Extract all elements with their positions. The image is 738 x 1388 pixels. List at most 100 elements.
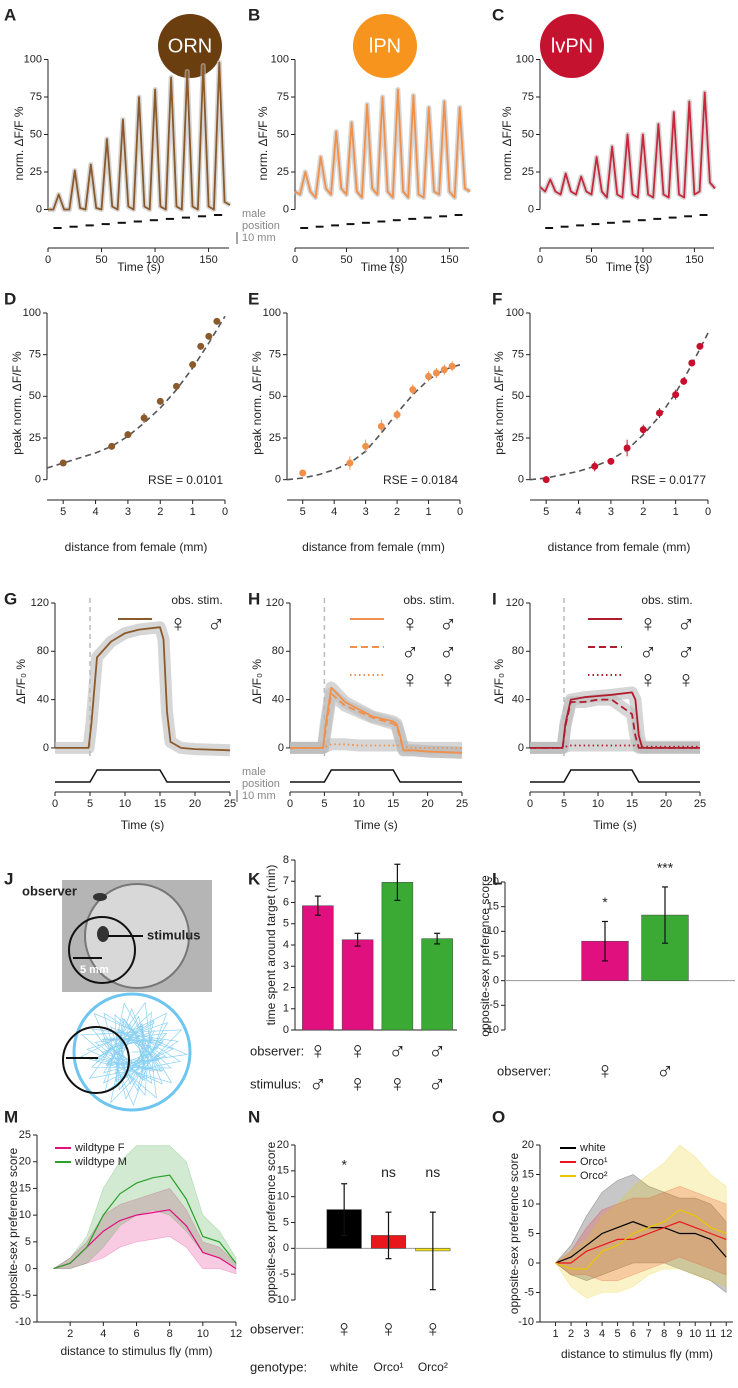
x-tick-label: 25	[224, 798, 236, 810]
fit-curve	[46, 315, 226, 469]
position-note: 10 mm	[242, 232, 276, 244]
row-symbol: ♂	[388, 1037, 406, 1064]
x-tick-label: 0	[52, 798, 58, 810]
legend-stimulus: ♀	[439, 666, 457, 693]
y-tick-label: 0	[518, 742, 524, 754]
x-axis-label: distance from female (mm)	[65, 540, 208, 554]
y-tick-label: 15	[277, 1165, 289, 1177]
x-tick-label: 4	[331, 506, 337, 518]
cell-badge	[540, 14, 604, 78]
trace	[48, 61, 231, 211]
y-tick-label: 100	[506, 307, 524, 319]
x-tick-label: 3	[363, 506, 369, 518]
panel-letter: A	[4, 5, 16, 24]
point	[448, 362, 456, 370]
legend-observer: ♂	[639, 638, 657, 665]
x-axis-label: distance from female (mm)	[548, 540, 691, 554]
y-tick-label: 25	[269, 432, 281, 444]
y-tick-label: 25	[512, 432, 524, 444]
y-tick-label: 2	[283, 981, 289, 993]
point	[205, 332, 213, 340]
y-tick-label: 10	[487, 925, 499, 937]
legend-observer: ♂	[401, 638, 419, 665]
y-tick-label: 0	[35, 474, 41, 486]
y-axis-label: opposite-sex preference score	[507, 1152, 521, 1314]
position-note: male	[242, 766, 266, 778]
y-tick-label: 3	[283, 960, 289, 972]
panel-letter: O	[492, 1107, 505, 1126]
y-tick-label: -5	[524, 1286, 534, 1298]
y-tick-label: 80	[512, 645, 524, 657]
row-label: observer:	[497, 1063, 551, 1078]
track-arena	[72, 992, 192, 1112]
y-tick-label: -10	[273, 1294, 289, 1306]
y-axis-label: time spent around target (min)	[264, 865, 278, 1026]
panel-letter: H	[248, 589, 260, 608]
y-tick-label: 5	[25, 1236, 31, 1248]
x-tick-label: 5	[543, 506, 549, 518]
cell-name: lvPN	[551, 35, 593, 57]
mean-line	[555, 1221, 727, 1264]
x-tick-label: 150	[685, 254, 703, 266]
y-tick-label: 50	[29, 390, 41, 402]
x-tick-label: 10	[689, 1328, 701, 1340]
x-tick-label: 50	[340, 254, 352, 266]
legend-label: white	[579, 1142, 606, 1154]
y-tick-label: 75	[522, 91, 534, 103]
point	[542, 476, 550, 484]
x-tick-label: 5	[60, 506, 66, 518]
fit-curve	[529, 332, 709, 481]
y-tick-label: 0	[283, 1242, 289, 1254]
fly-stimulus	[97, 926, 109, 942]
point	[607, 457, 615, 465]
bar	[381, 882, 414, 1031]
annotation: RSE = 0.0177	[631, 473, 706, 487]
bar	[341, 939, 374, 1031]
panel-letter: J	[4, 869, 13, 888]
point	[213, 317, 221, 325]
y-tick-label: -10	[518, 1316, 534, 1328]
y-tick-label: 10	[19, 1209, 31, 1221]
significance: ns	[381, 1164, 396, 1180]
y-tick-label: -5	[21, 1289, 31, 1301]
legend-stimulus: ♂	[207, 610, 225, 637]
y-tick-label: 75	[277, 91, 289, 103]
x-tick-label: 3	[583, 1328, 589, 1340]
x-tick-label: 15	[626, 798, 638, 810]
row-symbol: ♀	[349, 1070, 367, 1097]
y-tick-label: 0	[43, 742, 49, 754]
legend-stimulus: ♂	[677, 610, 695, 637]
x-tick-label: 8	[661, 1328, 667, 1340]
y-tick-label: 8	[283, 854, 289, 866]
trace	[530, 698, 700, 749]
x-axis-label: Time (s)	[117, 260, 161, 274]
x-tick-label: 4	[575, 506, 581, 518]
legend-stimulus: ♂	[439, 638, 457, 665]
x-tick-label: 1	[425, 506, 431, 518]
legend-observer: ♀	[639, 610, 657, 637]
trace	[290, 692, 463, 754]
annotation: RSE = 0.0184	[383, 473, 458, 487]
row-symbol: ♀	[424, 1315, 442, 1342]
x-tick-label: 9	[677, 1328, 683, 1340]
bar	[421, 938, 453, 1031]
x-tick-label: 1	[673, 506, 679, 518]
legend-title: obs. stim.	[641, 593, 692, 607]
trace	[290, 743, 462, 749]
significance: ***	[657, 860, 674, 876]
y-tick-label: 0	[25, 1262, 31, 1274]
y-tick-label: 75	[269, 349, 281, 361]
y-axis-label: peak norm. ΔF/F %	[492, 351, 506, 455]
x-tick-label: 12	[720, 1328, 732, 1340]
x-tick-label: 150	[440, 254, 458, 266]
x-axis-label: distance from female (mm)	[302, 540, 445, 554]
y-tick-label: 100	[263, 307, 281, 319]
y-axis-label: peak norm. ΔF/F %	[10, 351, 24, 455]
point	[197, 342, 205, 350]
x-tick-label: 20	[421, 798, 433, 810]
point	[59, 459, 67, 467]
x-tick-label: 15	[387, 798, 399, 810]
y-tick-label: 100	[23, 307, 41, 319]
y-tick-label: 0	[528, 203, 534, 215]
x-tick-label: 20	[189, 798, 201, 810]
